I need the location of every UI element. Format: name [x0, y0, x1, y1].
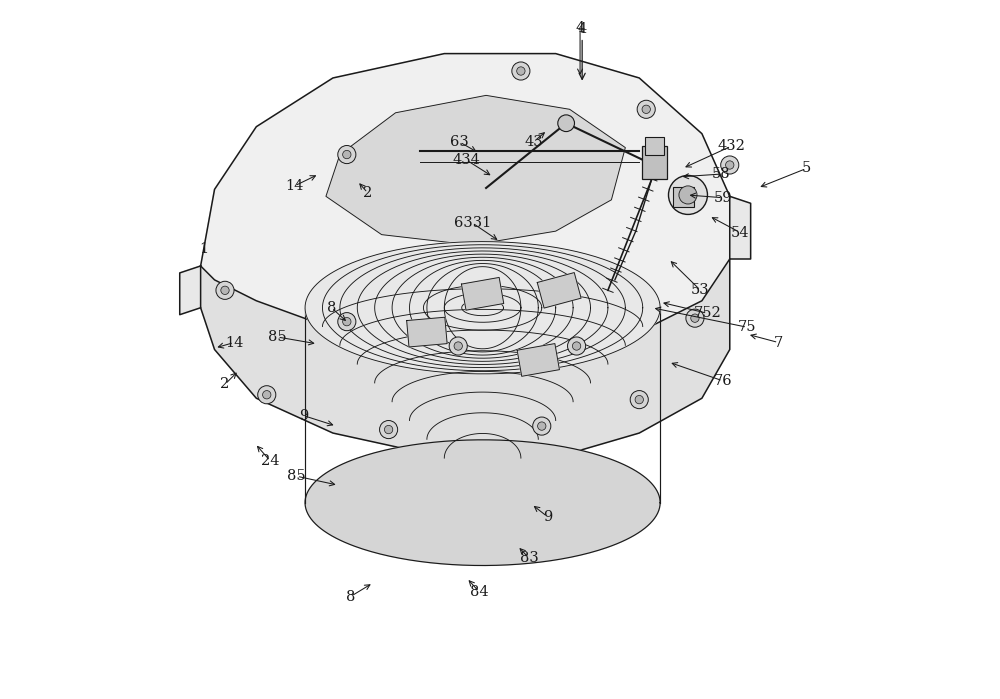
- Text: 9: 9: [299, 409, 308, 423]
- Circle shape: [343, 150, 351, 159]
- Polygon shape: [537, 273, 581, 308]
- Text: 4: 4: [575, 21, 585, 35]
- Polygon shape: [730, 196, 751, 259]
- Circle shape: [338, 312, 356, 331]
- Polygon shape: [326, 95, 625, 245]
- Polygon shape: [180, 266, 201, 315]
- Circle shape: [637, 100, 655, 118]
- Text: 2: 2: [220, 377, 230, 391]
- Polygon shape: [305, 242, 660, 374]
- Text: 75: 75: [738, 320, 756, 334]
- Text: 24: 24: [261, 454, 279, 468]
- Text: 83: 83: [520, 552, 539, 565]
- Circle shape: [686, 309, 704, 327]
- Circle shape: [691, 314, 699, 322]
- Circle shape: [517, 67, 525, 75]
- Bar: [642, 145, 667, 179]
- Text: 53: 53: [691, 283, 710, 297]
- Text: 58: 58: [712, 167, 731, 181]
- Text: 7: 7: [774, 336, 783, 350]
- Text: 4: 4: [578, 22, 587, 36]
- Text: 434: 434: [453, 153, 481, 167]
- Text: 54: 54: [731, 226, 749, 240]
- Circle shape: [558, 115, 574, 131]
- Circle shape: [630, 391, 648, 409]
- Circle shape: [635, 396, 643, 404]
- Text: 1: 1: [200, 242, 209, 256]
- Text: 76: 76: [713, 374, 732, 388]
- Text: 432: 432: [717, 139, 745, 153]
- Circle shape: [568, 337, 586, 355]
- Circle shape: [533, 417, 551, 435]
- Text: 63: 63: [450, 135, 469, 149]
- Circle shape: [384, 426, 393, 434]
- Polygon shape: [407, 317, 447, 347]
- Circle shape: [726, 161, 734, 169]
- Bar: [673, 187, 694, 208]
- Circle shape: [258, 386, 276, 404]
- Polygon shape: [201, 54, 730, 349]
- Polygon shape: [201, 54, 730, 457]
- Polygon shape: [461, 278, 504, 310]
- Circle shape: [512, 62, 530, 80]
- Bar: [645, 137, 664, 154]
- Circle shape: [380, 421, 398, 438]
- Circle shape: [338, 145, 356, 164]
- Circle shape: [343, 317, 351, 326]
- Text: 752: 752: [694, 306, 721, 320]
- Circle shape: [642, 105, 650, 113]
- Text: 14: 14: [225, 336, 243, 350]
- Text: 84: 84: [470, 585, 488, 599]
- Text: 8: 8: [346, 590, 355, 604]
- Circle shape: [454, 342, 462, 350]
- Polygon shape: [517, 344, 559, 376]
- Circle shape: [449, 337, 467, 355]
- Circle shape: [668, 175, 707, 215]
- Text: 85: 85: [268, 330, 287, 344]
- Text: 43: 43: [524, 135, 543, 149]
- Circle shape: [216, 281, 234, 299]
- Text: 6331: 6331: [454, 216, 491, 230]
- Text: 9: 9: [543, 510, 552, 524]
- Text: 59: 59: [714, 191, 732, 205]
- Text: 8: 8: [327, 301, 336, 315]
- Circle shape: [221, 286, 229, 294]
- Circle shape: [679, 186, 697, 204]
- Polygon shape: [305, 440, 660, 565]
- Circle shape: [263, 391, 271, 399]
- Circle shape: [538, 422, 546, 431]
- Text: 85: 85: [287, 469, 306, 483]
- Circle shape: [721, 156, 739, 174]
- Text: 2: 2: [363, 186, 372, 200]
- Text: 14: 14: [285, 179, 304, 193]
- Circle shape: [572, 342, 581, 350]
- Text: 5: 5: [802, 161, 811, 175]
